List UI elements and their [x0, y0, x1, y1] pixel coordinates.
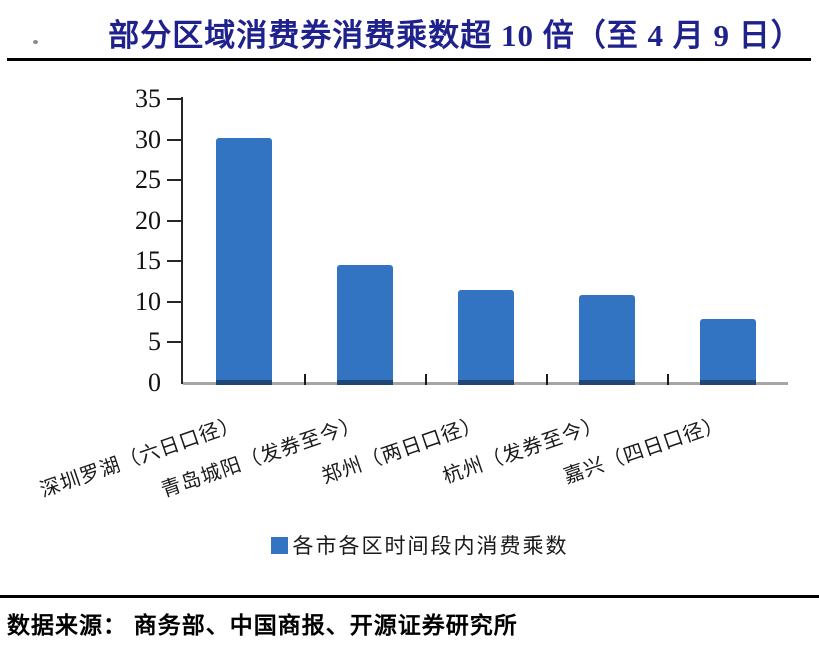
- bar-base-edge: [457, 380, 514, 385]
- y-tick-mark: [167, 179, 183, 182]
- bar-嘉兴（四日口径）: [699, 319, 756, 383]
- bar-深圳罗湖（六日口径）: [215, 138, 272, 383]
- bar-base-edge: [215, 380, 272, 385]
- bar-杭州（发券至今）: [578, 295, 635, 383]
- x-tick-mark: [304, 374, 306, 385]
- x-tick-mark: [546, 374, 548, 385]
- bar-郑州（两日口径）: [457, 290, 514, 383]
- y-tick-label: 5: [148, 327, 161, 357]
- y-tick-mark: [167, 219, 183, 222]
- footer-divider-line: [0, 595, 819, 598]
- y-tick-mark: [167, 98, 183, 100]
- bar-base-edge: [336, 380, 393, 385]
- chart-title: 部分区域消费券消费乘数超 10 倍（至 4 月 9 日）: [108, 18, 803, 53]
- legend-swatch: [270, 536, 288, 554]
- y-tick-mark: [167, 260, 183, 263]
- y-axis-line: [181, 97, 183, 384]
- y-tick-label: 0: [148, 368, 161, 397]
- bar-base-edge: [699, 380, 756, 385]
- bar-base-edge: [578, 380, 635, 385]
- data-source-note: 数据来源： 商务部、中国商报、开源证券研究所: [7, 613, 518, 638]
- y-tick-label: 30: [135, 124, 161, 154]
- x-category-label: 青岛城阳（发券至今）: [157, 412, 364, 502]
- x-tick-mark: [667, 374, 669, 385]
- y-tick-label: 20: [135, 205, 161, 235]
- legend: 各市各区时间段内消费乘数: [10, 530, 819, 560]
- y-tick-mark: [167, 138, 183, 141]
- y-tick-mark: [167, 341, 183, 344]
- y-tick-label: 35: [135, 84, 161, 113]
- legend-label: 各市各区时间段内消费乘数: [292, 534, 569, 558]
- bar-青岛城阳（发券至今）: [336, 265, 393, 383]
- stray-dot: [33, 40, 38, 44]
- y-tick-label: 15: [135, 246, 161, 276]
- x-category-label: 深圳罗湖（六日口径）: [36, 412, 243, 502]
- title-divider-line: [7, 58, 811, 61]
- y-tick-mark: [167, 300, 183, 303]
- y-tick-label: 25: [135, 165, 161, 195]
- x-tick-mark: [425, 374, 427, 385]
- y-tick-label: 10: [135, 286, 161, 316]
